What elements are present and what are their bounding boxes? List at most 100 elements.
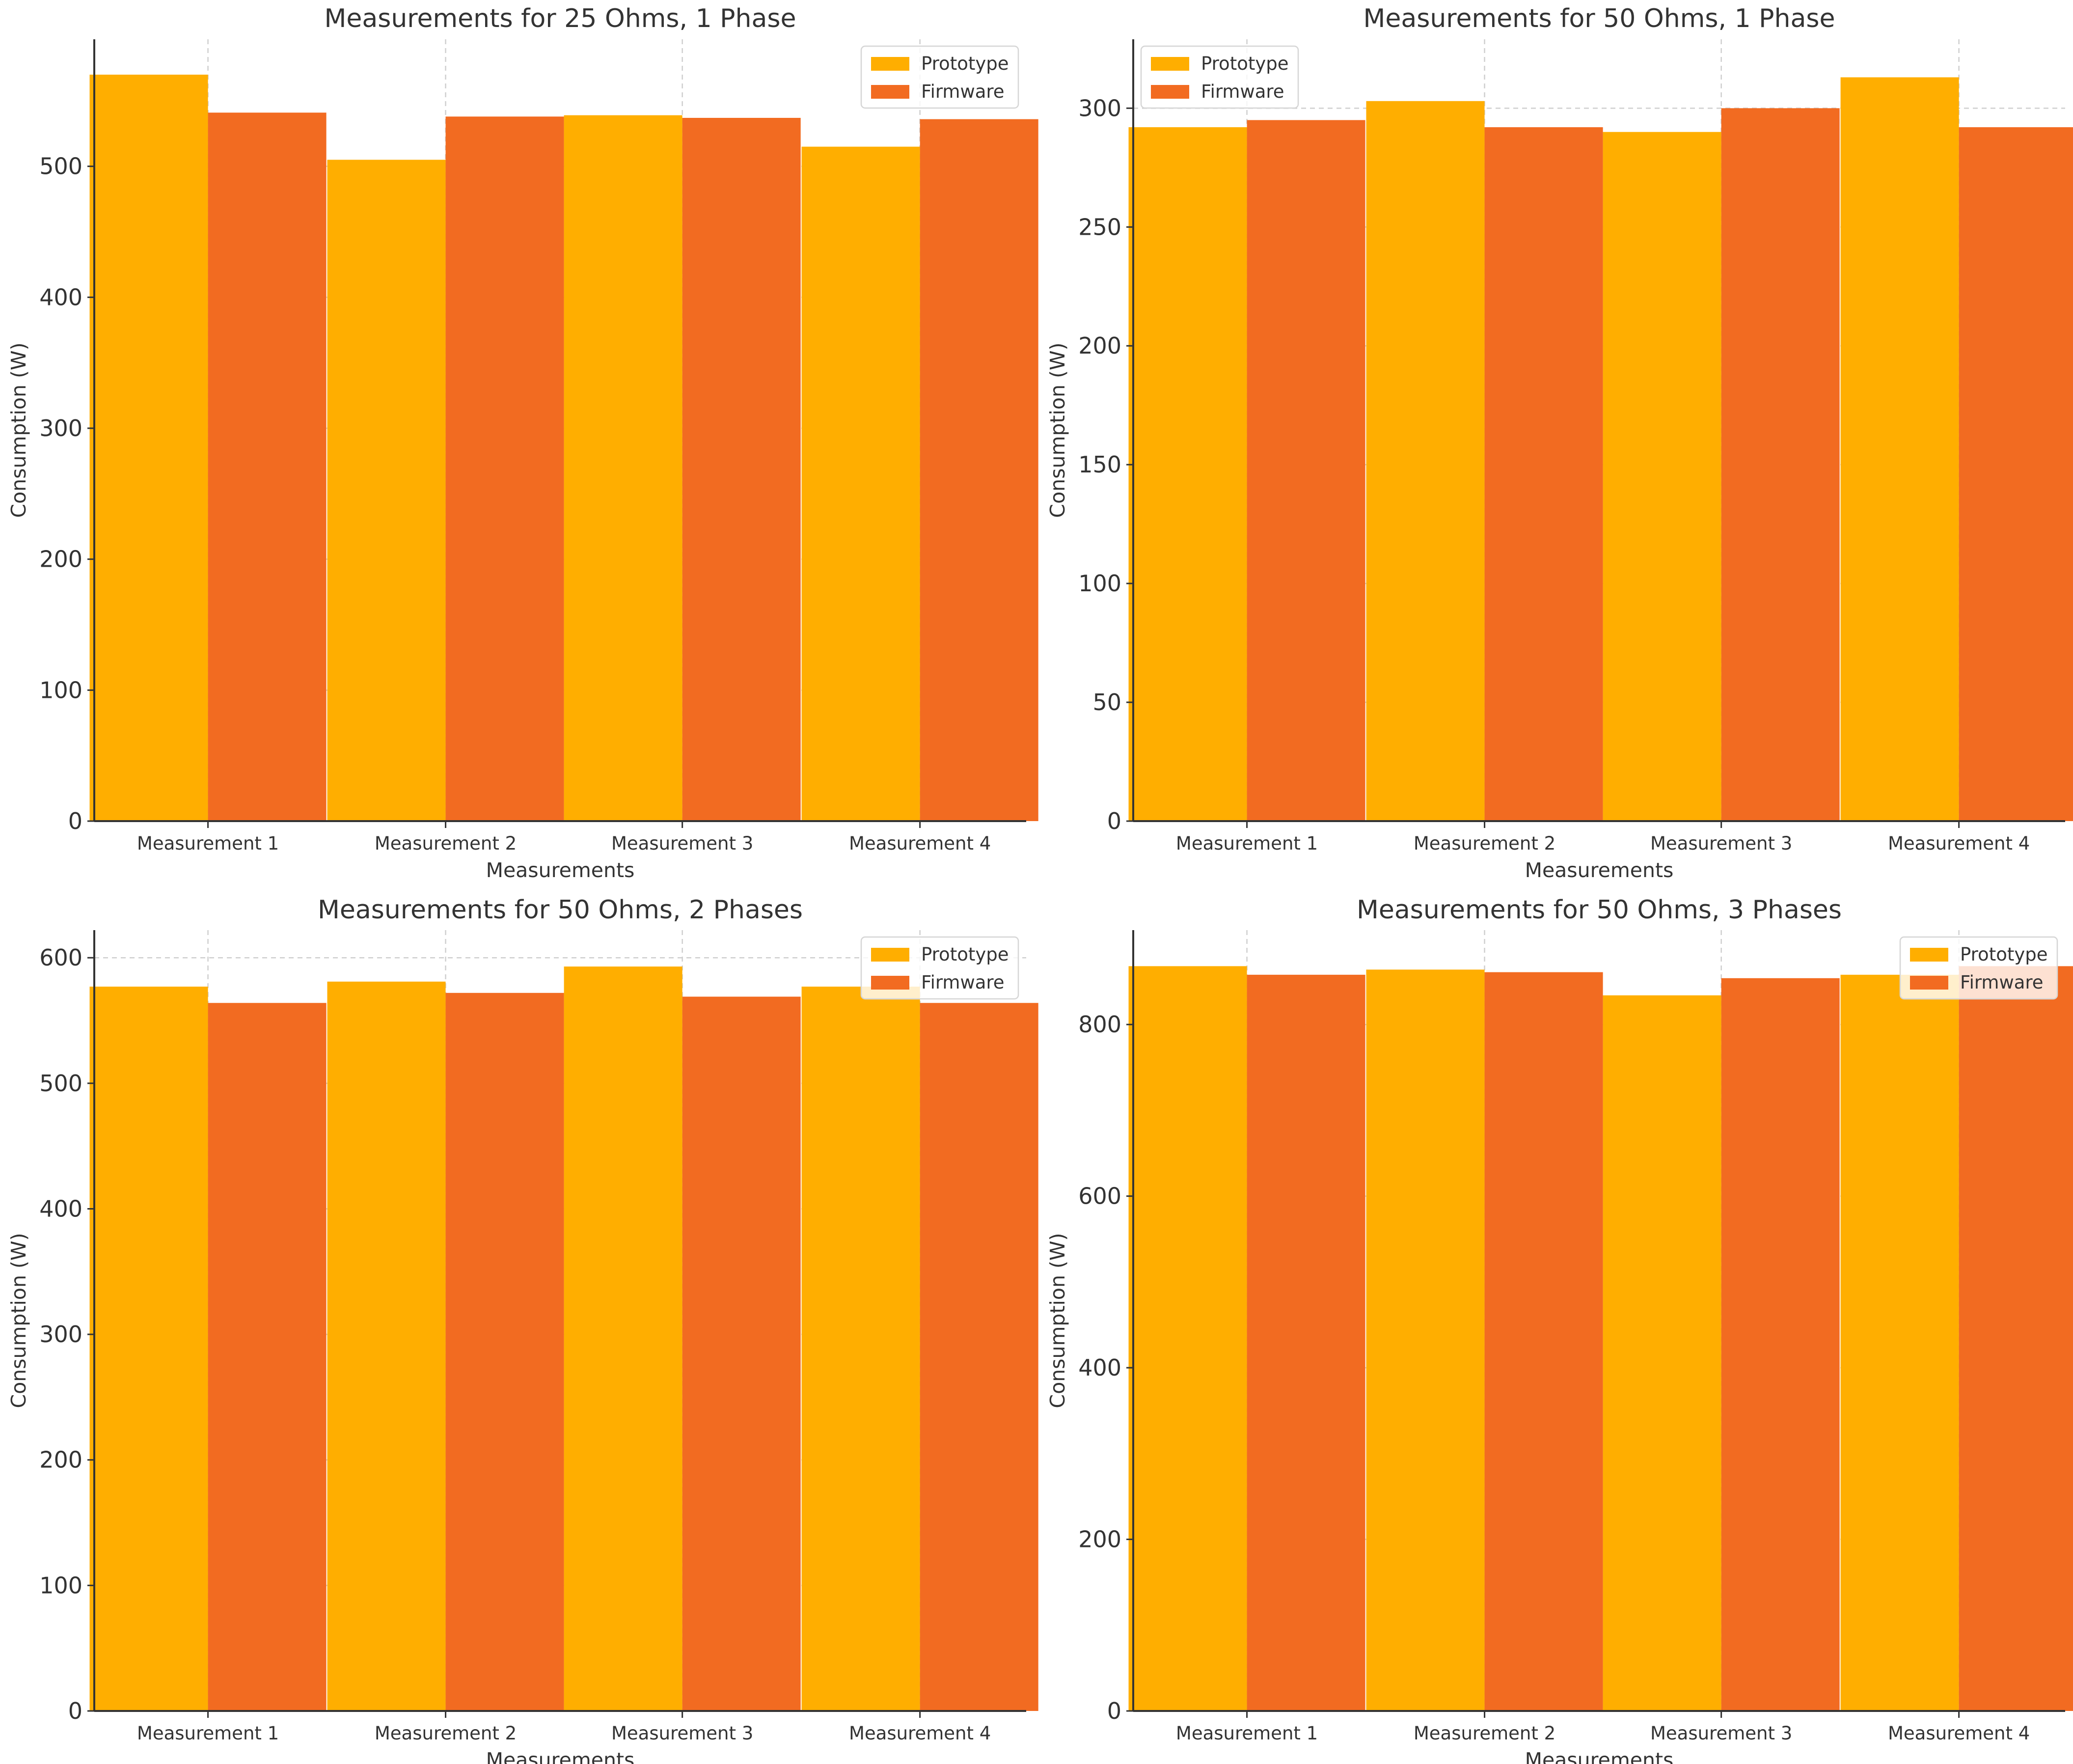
bar-prototype-2 xyxy=(327,160,446,821)
x-tick-label: Measurement 2 xyxy=(1414,1723,1555,1744)
chart-panel-2: 0 50 100 150 200 250 300 Measurement 1 Measureme… xyxy=(1046,4,2073,882)
y-tick-label: 300 xyxy=(1078,95,1121,121)
legend-label-firmware: Firmware xyxy=(921,972,1005,993)
y-tick-label: 500 xyxy=(39,1070,82,1097)
legend-swatch-prototype xyxy=(1151,57,1189,71)
y-tick-label: 800 xyxy=(1078,1011,1121,1038)
chart-panel-4: 0 200 400 600 800 Measurement 1 Measurement 2 M… xyxy=(1046,895,2073,1764)
y-axis-title: Consumption (W) xyxy=(1046,1233,1069,1408)
legend-swatch-prototype xyxy=(871,57,909,71)
bar-firmware-1 xyxy=(1247,974,1365,1711)
bar-prototype-3 xyxy=(564,115,682,822)
legend-swatch-firmware xyxy=(1151,85,1189,99)
bar-firmware-2 xyxy=(1484,972,1603,1711)
x-tick-label: Measurement 1 xyxy=(1176,1723,1318,1744)
x-tick-label: Measurement 4 xyxy=(1888,833,2030,854)
bar-prototype-3 xyxy=(1603,995,1721,1711)
y-tick-label: 400 xyxy=(1078,1354,1121,1381)
bar-firmware-4 xyxy=(1959,127,2073,821)
y-tick-label: 150 xyxy=(1078,451,1121,478)
y-tick-label: 0 xyxy=(68,1698,82,1724)
x-tick-label: Measurement 3 xyxy=(1650,833,1792,854)
legend-label-prototype: Prototype xyxy=(921,53,1009,74)
legend: Prototype Firmware xyxy=(860,45,1019,109)
chart-title: Measurements for 50 Ohms, 3 Phases xyxy=(1357,895,1842,925)
bar-firmware-1 xyxy=(208,1003,327,1711)
bar-prototype-4 xyxy=(801,987,920,1711)
x-tick-label: Measurement 3 xyxy=(611,833,753,854)
legend-label-prototype: Prototype xyxy=(1960,944,2048,965)
y-tick-label: 400 xyxy=(39,284,82,310)
bar-prototype-4 xyxy=(1840,974,1959,1711)
x-axis-title: Measurements xyxy=(486,1748,635,1764)
y-tick-label: 0 xyxy=(1107,808,1121,834)
bar-firmware-3 xyxy=(682,118,801,821)
y-tick-label: 500 xyxy=(39,153,82,180)
bar-prototype-4 xyxy=(1840,77,1959,821)
y-tick-label: 100 xyxy=(1078,570,1121,597)
y-tick-label: 250 xyxy=(1078,214,1121,240)
legend-label-firmware: Firmware xyxy=(1960,972,2044,993)
x-tick-label: Measurement 4 xyxy=(849,833,991,854)
y-axis-title: Consumption (W) xyxy=(1046,342,1069,518)
chart-title: Measurements for 50 Ohms, 2 Phases xyxy=(318,895,803,925)
x-tick-label: Measurement 1 xyxy=(137,1723,279,1744)
x-tick-label: Measurement 2 xyxy=(375,833,517,854)
legend-label-prototype: Prototype xyxy=(1201,53,1289,74)
chart-panel-1: 0 100 200 300 400 500 Measurement 1 Measurement… xyxy=(7,4,1038,882)
legend-swatch-prototype xyxy=(871,948,909,962)
bar-firmware-1 xyxy=(208,112,327,821)
y-tick-label: 50 xyxy=(1092,689,1121,716)
legend: Prototype Firmware xyxy=(860,936,1019,1000)
x-tick-label: Measurement 1 xyxy=(137,833,279,854)
y-tick-label: 200 xyxy=(1078,1526,1121,1553)
bar-firmware-3 xyxy=(682,996,801,1711)
legend-swatch-firmware xyxy=(871,85,909,99)
chart-title: Measurements for 25 Ohms, 1 Phase xyxy=(325,4,796,33)
bar-firmware-1 xyxy=(1247,120,1365,821)
legend: Prototype Firmware xyxy=(1140,45,1299,109)
x-tick-label: Measurement 3 xyxy=(1650,1723,1792,1744)
bar-prototype-3 xyxy=(1603,132,1721,822)
bar-prototype-1 xyxy=(1128,966,1247,1711)
legend-label-firmware: Firmware xyxy=(921,81,1005,102)
bar-prototype-1 xyxy=(1128,127,1247,821)
bar-prototype-3 xyxy=(564,966,682,1711)
legend-swatch-firmware xyxy=(1910,976,1948,990)
legend-label-prototype: Prototype xyxy=(921,944,1009,965)
y-tick-label: 300 xyxy=(39,415,82,441)
y-tick-label: 600 xyxy=(39,944,82,971)
y-tick-label: 100 xyxy=(39,1572,82,1599)
y-tick-label: 300 xyxy=(39,1321,82,1348)
y-tick-label: 0 xyxy=(68,808,82,834)
bar-prototype-2 xyxy=(1366,101,1485,822)
x-tick-label: Measurement 2 xyxy=(1414,833,1555,854)
bar-firmware-2 xyxy=(445,992,564,1711)
bar-prototype-1 xyxy=(89,75,208,821)
y-axis-title: Consumption (W) xyxy=(7,342,30,518)
x-axis-title: Measurements xyxy=(1525,858,1674,882)
y-tick-label: 200 xyxy=(39,546,82,573)
x-tick-label: Measurement 2 xyxy=(375,1723,517,1744)
bar-firmware-4 xyxy=(920,119,1038,822)
bar-prototype-2 xyxy=(327,981,446,1711)
x-tick-label: Measurement 1 xyxy=(1176,833,1318,854)
y-tick-label: 200 xyxy=(1078,332,1121,359)
x-tick-label: Measurement 4 xyxy=(849,1723,991,1744)
bar-firmware-2 xyxy=(1484,127,1603,821)
y-tick-label: 600 xyxy=(1078,1183,1121,1210)
legend-swatch-firmware xyxy=(871,976,909,990)
bar-prototype-2 xyxy=(1366,969,1485,1711)
legend-swatch-prototype xyxy=(1910,948,1948,962)
bar-firmware-4 xyxy=(920,1003,1038,1711)
y-tick-label: 200 xyxy=(39,1447,82,1473)
y-tick-label: 0 xyxy=(1107,1698,1121,1724)
y-tick-label: 400 xyxy=(39,1195,82,1222)
x-axis-title: Measurements xyxy=(486,858,635,882)
bar-firmware-4 xyxy=(1959,966,2073,1711)
x-axis-title: Measurements xyxy=(1525,1748,1674,1764)
bar-firmware-3 xyxy=(1721,978,1840,1711)
x-tick-label: Measurement 3 xyxy=(611,1723,753,1744)
legend: Prototype Firmware xyxy=(1899,936,2058,1000)
